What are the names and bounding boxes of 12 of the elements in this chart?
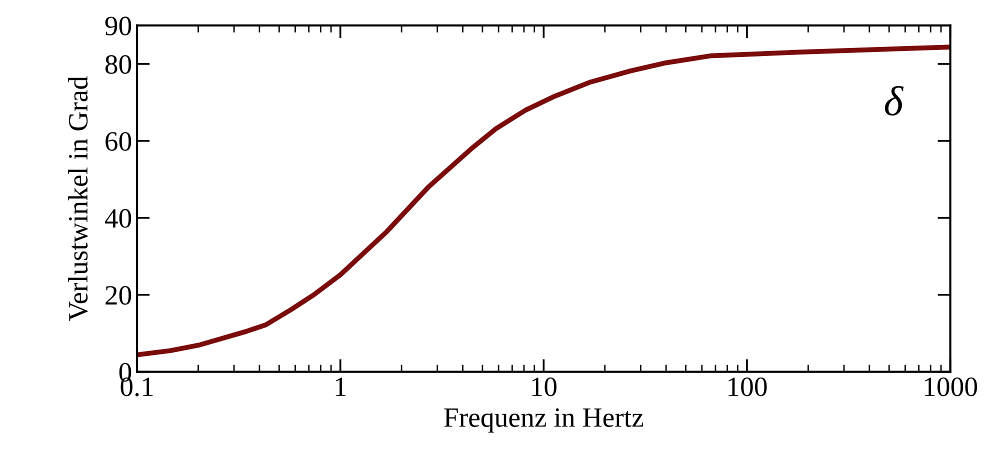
series-label: δ [884,86,904,116]
y-tick-label: 80 [105,55,132,74]
x-tick-label: 1 [336,378,346,396]
x-tick-label: 100 [728,377,767,396]
y-tick-label: 40 [104,209,132,228]
y-tick-label: 90 [105,16,132,36]
y-tick-label: 60 [106,132,132,151]
x-tick-label: 10 [532,377,556,396]
x-tick-label: 1000 [924,377,978,396]
y-axis-title: Verlustwinkel in Grad [68,76,88,321]
x-axis-title: Frequenz in Hertz [444,408,644,433]
y-tick-label: 20 [106,286,132,305]
